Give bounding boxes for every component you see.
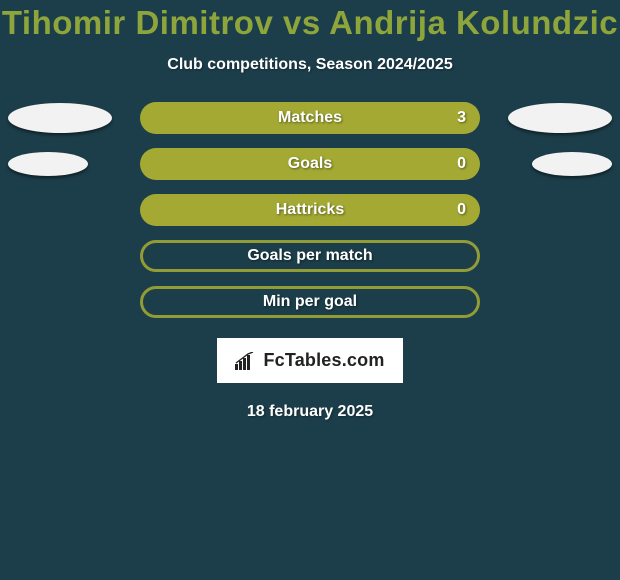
stat-bar: Goals 0 — [140, 148, 480, 180]
player-marker-left — [8, 152, 88, 176]
stats-rows: Matches 3 Goals 0 Hattricks 0 Goals per match M… — [0, 102, 620, 318]
player-marker-right — [532, 152, 612, 176]
player-marker-left — [8, 103, 112, 133]
stat-bar: Goals per match — [140, 240, 480, 272]
stat-row: Matches 3 — [0, 102, 620, 134]
stat-bar: Hattricks 0 — [140, 194, 480, 226]
stat-row: Hattricks 0 — [0, 194, 620, 226]
stat-value: 3 — [457, 109, 466, 127]
stat-bar: Min per goal — [140, 286, 480, 318]
stat-label: Hattricks — [276, 201, 344, 219]
stat-label: Goals per match — [247, 247, 372, 265]
stat-value: 0 — [457, 155, 466, 173]
page-title: Tihomir Dimitrov vs Andrija Kolundzic — [2, 4, 618, 42]
stat-label: Matches — [278, 109, 342, 127]
stat-row: Min per goal — [0, 286, 620, 318]
stat-row: Goals 0 — [0, 148, 620, 180]
stat-label: Min per goal — [263, 293, 357, 311]
bar-chart-icon — [235, 352, 257, 370]
stat-row: Goals per match — [0, 240, 620, 272]
brand-label: FcTables.com — [263, 350, 384, 371]
stat-value: 0 — [457, 201, 466, 219]
footer-date: 18 february 2025 — [247, 403, 373, 421]
subtitle: Club competitions, Season 2024/2025 — [167, 56, 452, 74]
brand-badge: FcTables.com — [217, 338, 402, 383]
stat-label: Goals — [288, 155, 332, 173]
player-marker-right — [508, 103, 612, 133]
comparison-card: Tihomir Dimitrov vs Andrija Kolundzic Cl… — [0, 0, 620, 580]
stat-bar: Matches 3 — [140, 102, 480, 134]
